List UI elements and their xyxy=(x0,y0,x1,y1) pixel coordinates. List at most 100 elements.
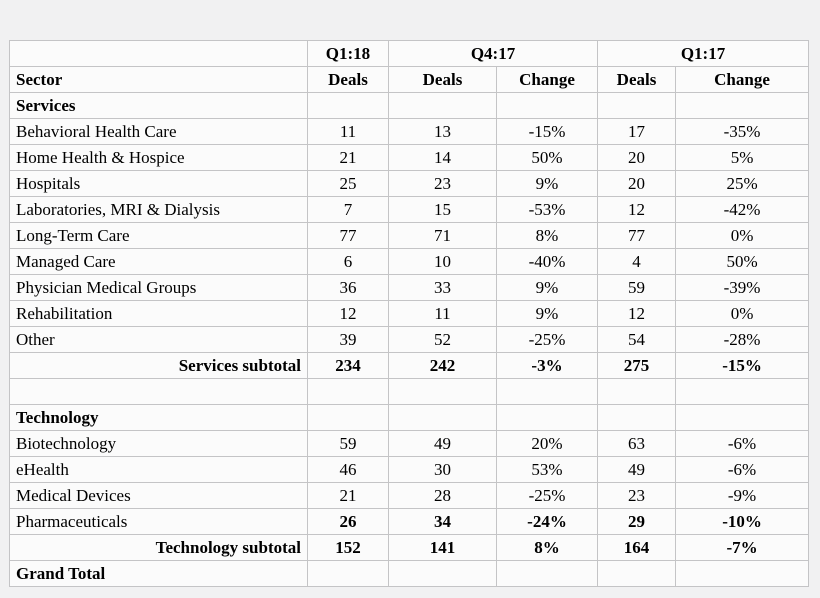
deals-column-header: Deals xyxy=(597,66,677,93)
sector-cell: Hospitals xyxy=(9,170,308,197)
table-row: Grand Total xyxy=(9,560,810,587)
table-row: Home Health & Hospice 21 14 50% 20 5% xyxy=(9,144,810,171)
value-cell xyxy=(495,560,599,587)
value-cell: -6% xyxy=(675,430,810,457)
quarter-q1-17: Q1:17 xyxy=(597,40,810,67)
sector-cell: Long-Term Care xyxy=(9,222,308,249)
value-cell: 59 xyxy=(307,430,389,457)
value-cell: 17 xyxy=(597,118,677,145)
value-cell xyxy=(597,404,677,431)
quarter-header-row: Q1:18 Q4:17 Q1:17 xyxy=(9,40,810,67)
value-cell: -9% xyxy=(675,482,810,509)
value-cell: -42% xyxy=(675,196,810,223)
ma-deals-table: Q1:18 Q4:17 Q1:17 Sector Deals Deals Cha… xyxy=(9,40,810,587)
sector-cell: Services xyxy=(9,92,308,119)
sector-cell: Other xyxy=(9,326,308,353)
value-cell: -24% xyxy=(495,508,599,535)
table-row: Pharmaceuticals 26 34 -24% 29 -10% xyxy=(9,508,810,535)
sector-cell: Behavioral Health Care xyxy=(9,118,308,145)
table-row: Biotechnology 59 49 20% 63 -6% xyxy=(9,430,810,457)
quarter-q4-17: Q4:17 xyxy=(387,40,599,67)
sector-cell: Laboratories, MRI & Dialysis xyxy=(9,196,308,223)
value-cell: 52 xyxy=(388,326,497,353)
value-cell: 12 xyxy=(597,196,677,223)
value-cell: 59 xyxy=(597,274,677,301)
value-cell: -10% xyxy=(675,508,810,535)
value-cell: 21 xyxy=(307,482,389,509)
sector-cell: Pharmaceuticals xyxy=(9,508,308,535)
value-cell: 20 xyxy=(597,144,677,171)
value-cell: -35% xyxy=(675,118,810,145)
value-cell: 46 xyxy=(307,456,389,483)
table-row: Other 39 52 -25% 54 -28% xyxy=(9,326,810,353)
value-cell: 36 xyxy=(307,274,389,301)
value-cell: 5% xyxy=(675,144,810,171)
value-cell: 20% xyxy=(495,430,599,457)
table-row: Behavioral Health Care 11 13 -15% 17 -35% xyxy=(9,118,810,145)
table-row: eHealth 46 30 53% 49 -6% xyxy=(9,456,810,483)
sector-cell: Medical Devices xyxy=(9,482,308,509)
value-cell: 152 xyxy=(307,534,389,561)
value-cell: 23 xyxy=(597,482,677,509)
value-cell: 164 xyxy=(597,534,677,561)
value-cell xyxy=(307,560,389,587)
value-cell: 0% xyxy=(675,300,810,327)
sector-cell: Rehabilitation xyxy=(9,300,308,327)
value-cell: -25% xyxy=(495,326,599,353)
sector-column-header: Sector xyxy=(9,66,308,93)
value-cell xyxy=(388,560,497,587)
value-cell xyxy=(675,560,810,587)
value-cell: 34 xyxy=(388,508,497,535)
value-cell: 25% xyxy=(675,170,810,197)
table-row: Long-Term Care 77 71 8% 77 0% xyxy=(9,222,810,249)
table-row: Rehabilitation 12 11 9% 12 0% xyxy=(9,300,810,327)
value-cell: 54 xyxy=(597,326,677,353)
sector-cell: Technology xyxy=(9,404,308,431)
value-cell: 14 xyxy=(388,144,497,171)
value-cell: 49 xyxy=(597,456,677,483)
value-cell: 26 xyxy=(307,508,389,535)
value-cell: 53% xyxy=(495,456,599,483)
table-header: Q1:18 Q4:17 Q1:17 Sector Deals Deals Cha… xyxy=(9,40,810,93)
value-cell: 33 xyxy=(388,274,497,301)
sector-cell: Grand Total xyxy=(9,560,308,587)
sector-cell: Technology subtotal xyxy=(9,534,308,561)
value-cell xyxy=(307,378,389,405)
value-cell: 141 xyxy=(388,534,497,561)
deals-column-header: Deals xyxy=(307,66,389,93)
value-cell: 9% xyxy=(495,170,599,197)
value-cell: 12 xyxy=(597,300,677,327)
value-cell xyxy=(307,92,389,119)
value-cell: 39 xyxy=(307,326,389,353)
value-cell: 20 xyxy=(597,170,677,197)
table-row: Technology subtotal 152 141 8% 164 -7% xyxy=(9,534,810,561)
value-cell: 4 xyxy=(597,248,677,275)
value-cell xyxy=(388,92,497,119)
value-cell: 30 xyxy=(388,456,497,483)
value-cell xyxy=(388,404,497,431)
table-row: Laboratories, MRI & Dialysis 7 15 -53% 12 -42… xyxy=(9,196,810,223)
value-cell: -7% xyxy=(675,534,810,561)
sector-cell: Biotechnology xyxy=(9,430,308,457)
sector-cell: Home Health & Hospice xyxy=(9,144,308,171)
value-cell: 11 xyxy=(388,300,497,327)
value-cell: 242 xyxy=(388,352,497,379)
value-cell: -15% xyxy=(675,352,810,379)
value-cell: 71 xyxy=(388,222,497,249)
value-cell: 77 xyxy=(307,222,389,249)
value-cell: 77 xyxy=(597,222,677,249)
value-cell: 10 xyxy=(388,248,497,275)
table-row: Services subtotal 234 242 -3% 275 -15% xyxy=(9,352,810,379)
table-row: Physician Medical Groups 36 33 9% 59 -39% xyxy=(9,274,810,301)
value-cell: -28% xyxy=(675,326,810,353)
value-cell: 25 xyxy=(307,170,389,197)
column-header-row: Sector Deals Deals Change Deals Change xyxy=(9,66,810,93)
value-cell: 13 xyxy=(388,118,497,145)
value-cell: 9% xyxy=(495,300,599,327)
table-row: Managed Care 6 10 -40% 4 50% xyxy=(9,248,810,275)
table-row: Services xyxy=(9,92,810,119)
deals-column-header: Deals xyxy=(388,66,497,93)
quarter-q1-18: Q1:18 xyxy=(307,40,389,67)
value-cell: 12 xyxy=(307,300,389,327)
